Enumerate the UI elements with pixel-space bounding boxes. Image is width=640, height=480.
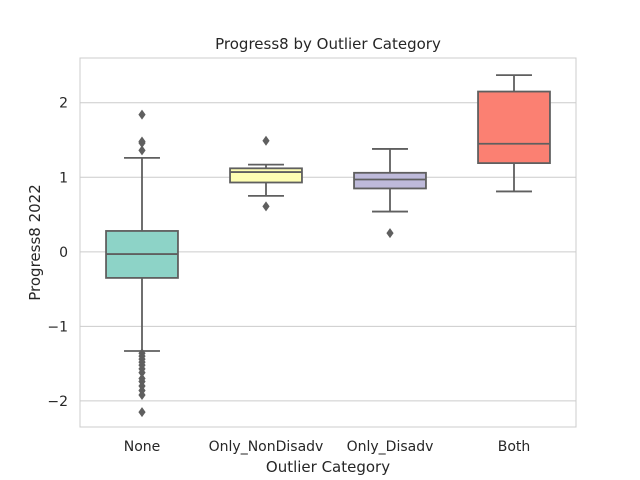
outlier-point	[262, 201, 270, 212]
x-tick-labels: None Only_NonDisadv Only_Disadv Both	[124, 439, 531, 455]
x-axis-label: Outlier Category	[266, 458, 390, 476]
outlier-point	[262, 135, 270, 146]
outlier-point	[138, 367, 146, 378]
x-tick-label: Only_NonDisadv	[209, 439, 324, 455]
y-tick-labels: −2 −1 0 1 2	[47, 96, 68, 410]
box-none	[105, 109, 179, 418]
box-iqr	[353, 171, 427, 190]
box-series	[105, 74, 551, 418]
plot-area-frame	[79, 57, 577, 428]
y-tick-label: 2	[59, 96, 68, 112]
y-axis-label: Progress8 2022	[26, 184, 44, 301]
x-tick-label: Both	[498, 439, 531, 455]
outlier-point	[138, 109, 146, 120]
y-tick-label: 0	[59, 245, 68, 261]
x-tick-label: Only_Disadv	[347, 439, 434, 455]
y-tick-label: −1	[47, 319, 68, 335]
box-only-disadv	[353, 148, 427, 239]
outlier-point	[138, 145, 146, 156]
y-tick-label: 1	[59, 170, 68, 186]
box-only-nondisadv	[229, 135, 303, 212]
outlier-point	[138, 137, 146, 148]
y-tick-label: −2	[47, 394, 68, 410]
box-both	[477, 74, 551, 193]
outlier-point	[386, 228, 394, 239]
box-iqr	[477, 90, 551, 165]
outlier-point	[138, 389, 146, 400]
x-tick-label: None	[124, 439, 161, 455]
chart-title: Progress8 by Outlier Category	[215, 35, 441, 53]
box-iqr	[229, 167, 303, 184]
outlier-point	[138, 407, 146, 418]
